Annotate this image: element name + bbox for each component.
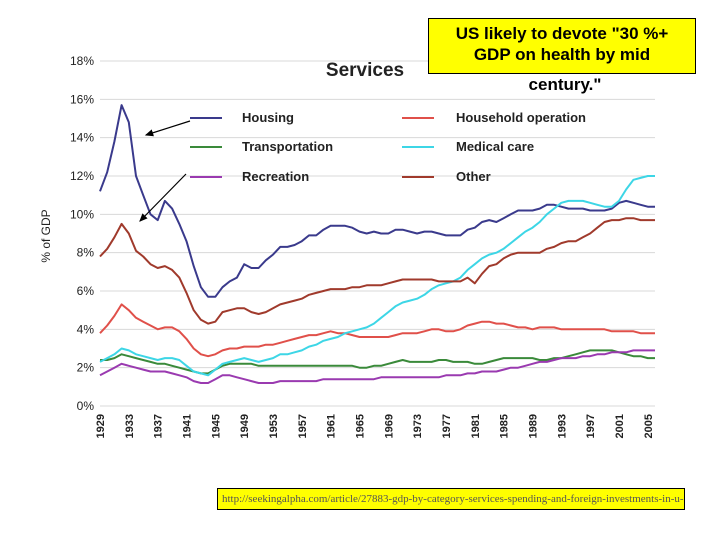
y-tick-label: 0% [77,399,95,413]
y-axis-ticks: 0% 2% 4% 6% 8% 10% 12% 14% 16% 18% [70,54,94,413]
x-tick-label: 1993 [556,414,568,438]
legend-label-recreation: Recreation [242,169,309,184]
x-tick-label: 1985 [499,414,511,438]
callout-line-1: US likely to devote "30 %+ [455,24,669,43]
legend: Housing Transportation Recreation Househ… [190,110,586,184]
x-tick-label: 2005 [643,414,655,438]
x-tick-label: 1957 [297,414,309,438]
x-tick-label: 1933 [124,414,136,438]
x-tick-label: 1977 [441,414,453,438]
x-tick-label: 1997 [585,414,597,438]
source-url[interactable]: http://seekingalpha.com/article/27883-gd… [217,488,685,510]
series-line-household-operation [99,303,655,358]
callout-line-3: century." [528,75,602,94]
x-tick-label: 1949 [239,414,251,438]
annotation-arrow-2 [139,173,187,222]
y-tick-label: 6% [77,284,95,298]
series-line-other [99,217,655,325]
callout-box: US likely to devote "30 %+ GDP on health… [428,18,696,74]
y-tick-label: 16% [70,92,94,106]
chart-title: Services [326,60,404,81]
x-tick-label: 2001 [614,414,626,438]
y-axis-label: % of GDP [39,209,53,262]
x-tick-label: 1961 [326,414,338,438]
x-tick-label: 1929 [95,414,107,438]
y-tick-label: 14% [70,131,94,145]
y-tick-label: 10% [70,207,94,221]
x-tick-label: 1981 [470,414,482,438]
series-line-housing [99,104,655,298]
legend-label-other: Other [456,169,491,184]
legend-label-household-operation: Household operation [456,110,586,125]
legend-label-medical-care: Medical care [456,139,534,154]
x-tick-label: 1953 [268,414,280,438]
annotation-arrow-1 [144,120,191,137]
series-line-medical-care [99,175,655,377]
y-tick-label: 8% [77,246,95,260]
x-tick-label: 1941 [181,414,193,438]
y-tick-label: 2% [77,361,95,375]
x-tick-label: 1937 [153,414,165,438]
x-tick-label: 1973 [412,414,424,438]
x-tick-label: 1969 [383,414,395,438]
x-tick-label: 1965 [354,414,366,438]
y-tick-label: 12% [70,169,94,183]
x-tick-label: 1945 [210,414,222,438]
x-axis-ticks: 1929 1933 1937 1941 1945 1949 1953 1957 1961 1965… [95,414,655,438]
y-tick-label: 4% [77,322,95,336]
series-lines [99,104,655,384]
x-tick-label: 1989 [527,414,539,438]
legend-label-housing: Housing [242,110,294,125]
y-tick-label: 18% [70,54,94,68]
callout-line-2: GDP on health by mid [473,45,651,64]
series-line-recreation [99,349,655,384]
legend-label-transportation: Transportation [242,139,333,154]
